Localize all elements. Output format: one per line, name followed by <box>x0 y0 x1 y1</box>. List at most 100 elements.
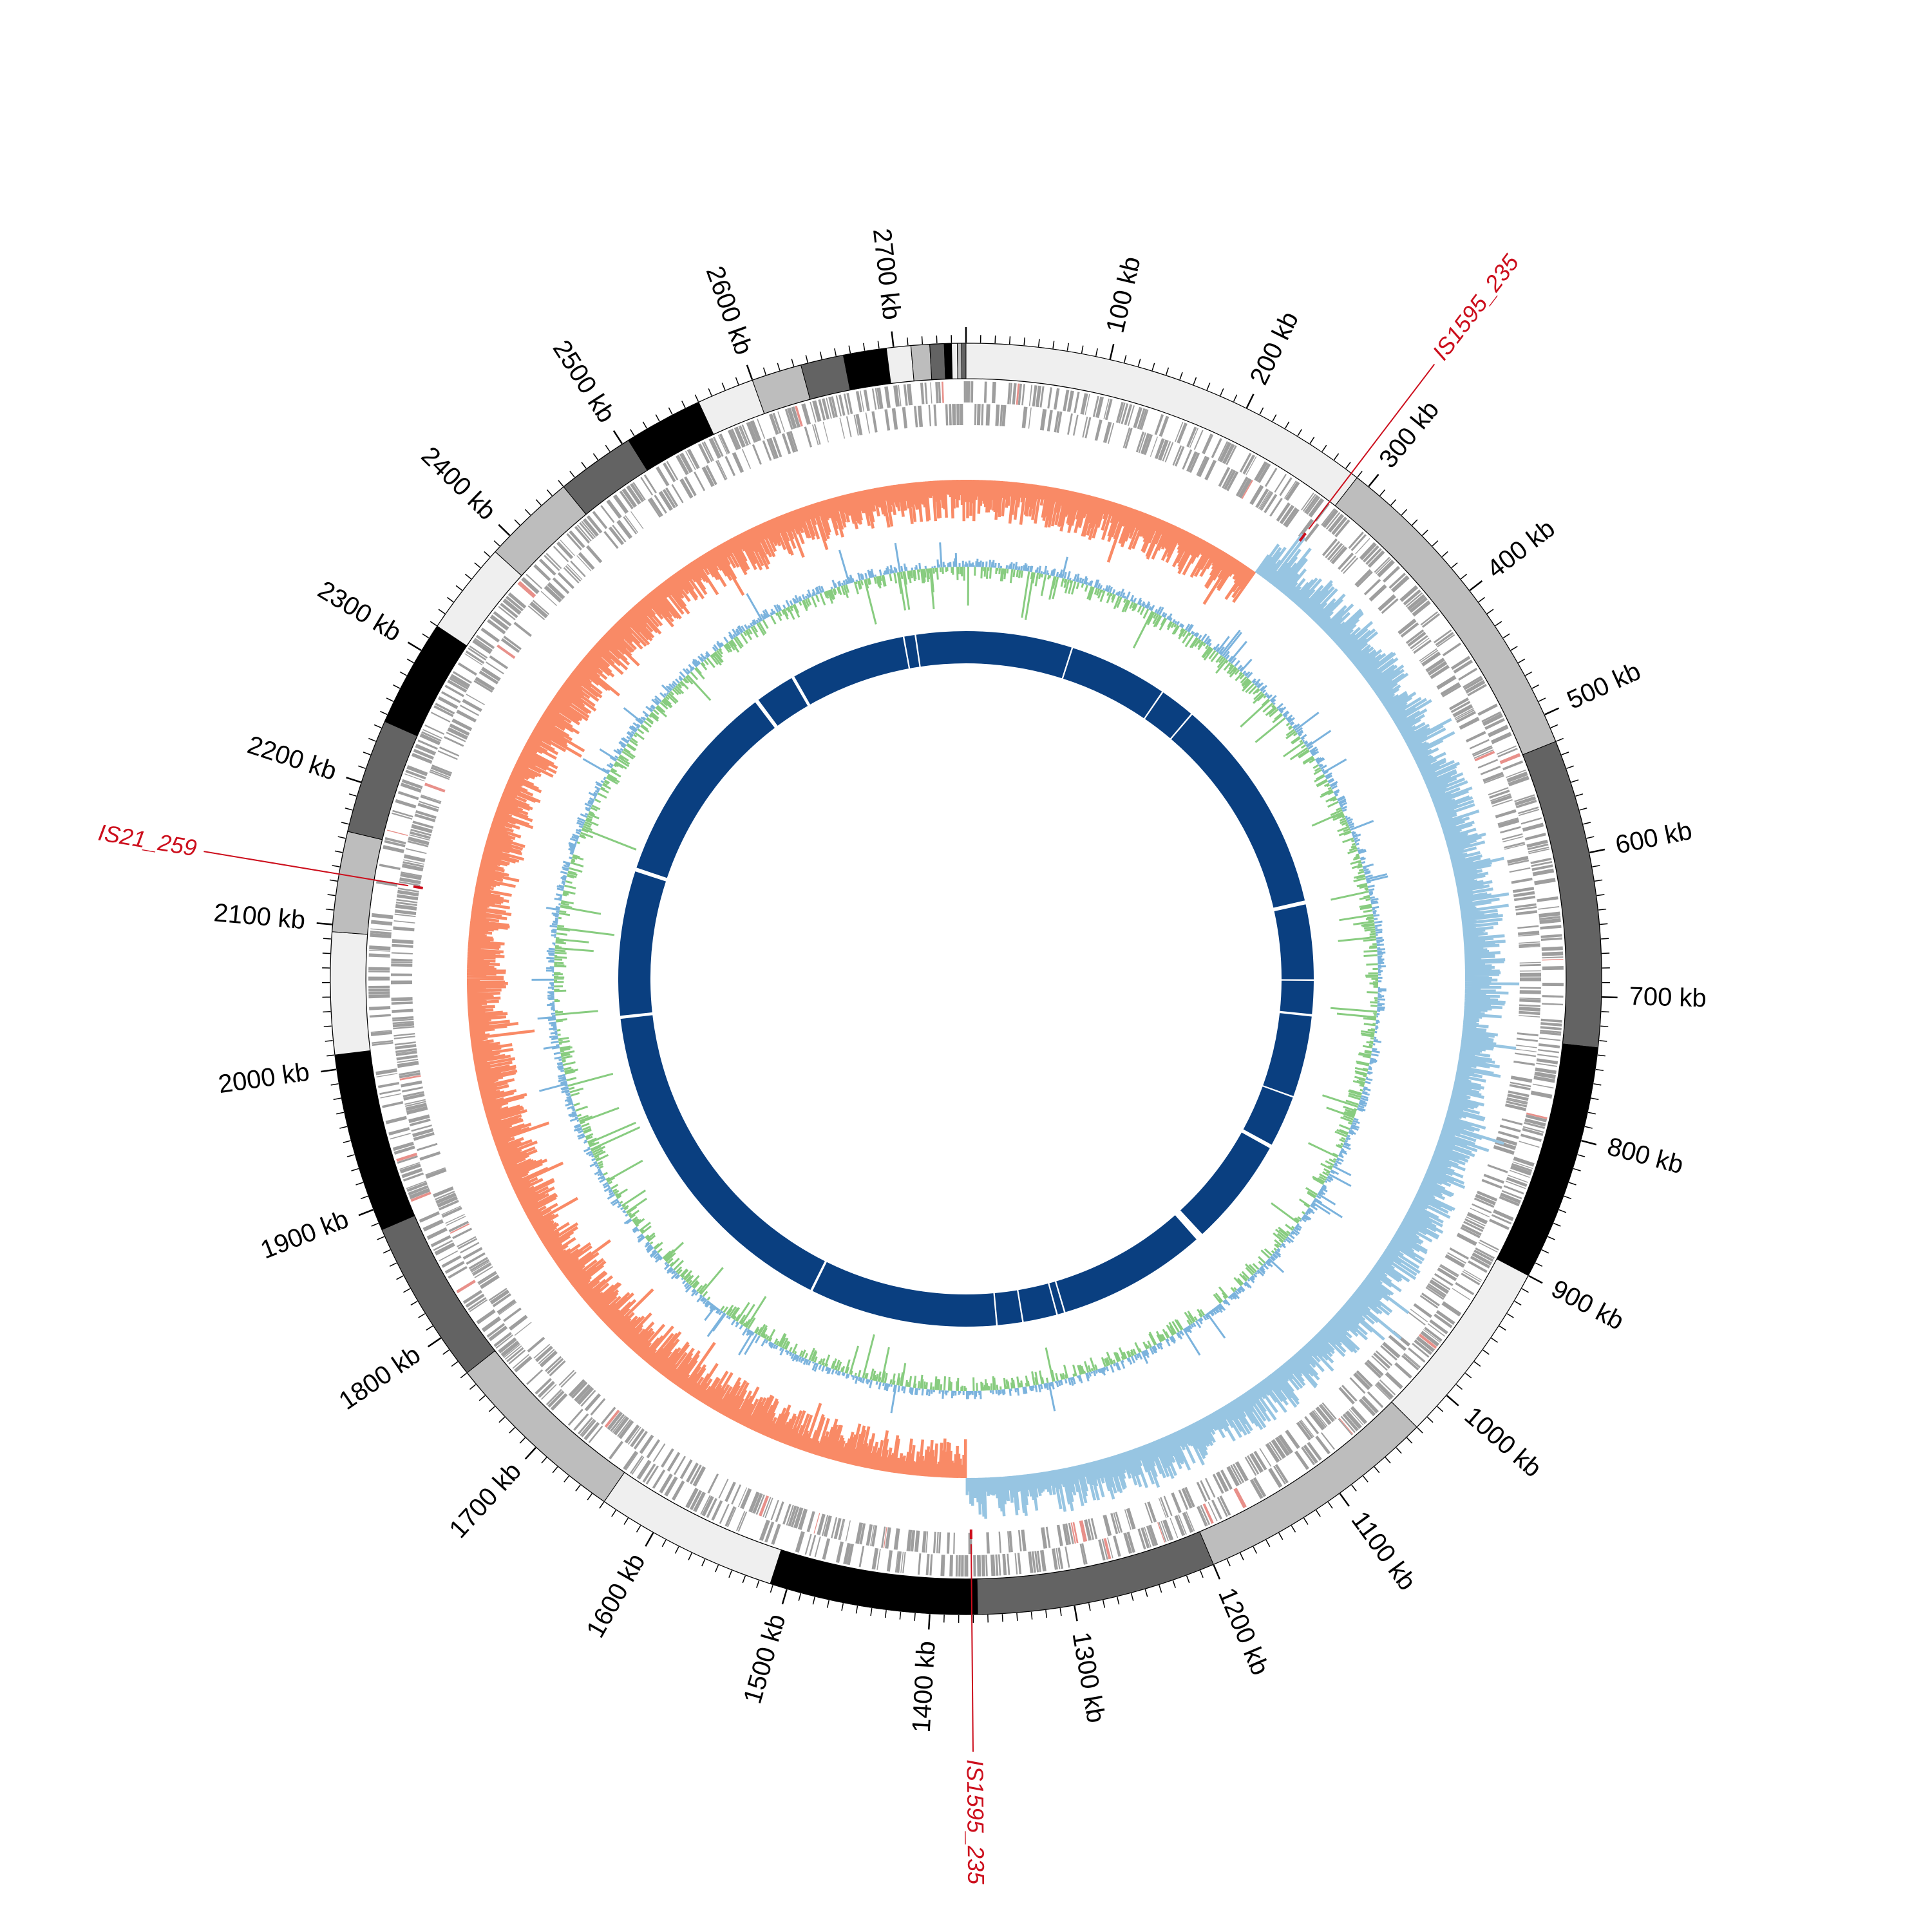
gene-feature <box>568 1379 586 1397</box>
is-leader-line <box>1308 363 1435 530</box>
minor-tick <box>1265 1539 1271 1548</box>
minor-tick <box>1333 453 1340 460</box>
gene-feature <box>1520 817 1542 825</box>
gene-feature <box>772 436 782 458</box>
gene-feature <box>940 1555 945 1577</box>
gene-feature <box>473 679 493 693</box>
gene-feature <box>1264 494 1278 513</box>
gene-feature <box>1200 1504 1211 1526</box>
gene-feature <box>1084 393 1090 415</box>
minor-tick <box>1455 1384 1463 1390</box>
gene-feature <box>493 611 512 627</box>
gene-feature <box>1540 937 1562 942</box>
tick-label: 700 kb <box>1629 982 1707 1012</box>
gene-feature <box>552 577 570 594</box>
gene-feature <box>732 451 744 473</box>
minor-tick <box>1568 1182 1577 1186</box>
gene-feature <box>1162 1519 1174 1541</box>
major-tick <box>1368 473 1379 487</box>
gene-feature <box>1533 1075 1555 1083</box>
gene-feature <box>401 1168 423 1179</box>
gene-feature <box>395 1051 417 1057</box>
gene-feature <box>693 1492 706 1513</box>
gene-feature <box>1249 484 1264 506</box>
gene-feature <box>1338 1418 1353 1435</box>
gene-feature <box>1505 1180 1526 1189</box>
gene-feature <box>705 465 717 486</box>
homology-block <box>620 1015 825 1290</box>
gene-feature <box>472 639 492 654</box>
minor-tick <box>1291 1525 1296 1533</box>
tick-label: 2300 kb <box>313 576 406 647</box>
gene-feature <box>719 1504 730 1524</box>
contig-segment <box>332 831 383 935</box>
minor-tick <box>464 573 472 580</box>
minor-tick <box>1464 1372 1472 1379</box>
homology-block <box>904 634 920 668</box>
gene-feature <box>752 1493 763 1514</box>
gene-feature <box>500 602 518 618</box>
gene-feature <box>497 644 516 659</box>
gene-feature <box>1412 600 1431 617</box>
gene-feature <box>1510 1165 1532 1176</box>
gene-feature <box>1363 578 1381 596</box>
gene-feature <box>1530 1090 1553 1099</box>
gene-feature <box>1197 1506 1208 1527</box>
gene-feature <box>1301 492 1314 511</box>
gene-feature <box>1164 442 1174 462</box>
minor-tick <box>791 359 795 367</box>
gene-feature <box>885 1527 891 1549</box>
gene-feature <box>1427 1323 1446 1337</box>
gene-feature <box>692 1466 706 1487</box>
gene-feature <box>1054 411 1060 433</box>
minor-tick <box>936 336 938 344</box>
gene-feature <box>1070 1522 1076 1544</box>
gene-feature <box>1028 1551 1034 1573</box>
gene-feature <box>649 497 663 517</box>
gene-feature <box>1473 1249 1494 1262</box>
gene-feature <box>973 1555 976 1577</box>
gene-feature <box>471 1260 490 1273</box>
gene-feature <box>1540 1018 1562 1023</box>
gene-feature <box>1495 1136 1518 1146</box>
gene-feature <box>1186 426 1197 448</box>
gene-feature <box>1405 592 1423 607</box>
gene-feature <box>400 873 422 880</box>
minor-tick <box>636 1525 641 1533</box>
minor-tick <box>1566 765 1574 770</box>
gene-feature <box>1009 383 1012 404</box>
gene-feature <box>833 1517 842 1540</box>
gene-feature <box>1482 772 1504 782</box>
minor-tick <box>661 1539 667 1548</box>
gene-feature <box>935 382 939 404</box>
gene-feature <box>540 1384 557 1400</box>
gene-feature <box>451 718 473 732</box>
minor-tick <box>1561 752 1569 755</box>
minor-tick <box>1441 551 1448 558</box>
gene-feature <box>397 791 419 800</box>
minor-tick <box>1240 1553 1244 1560</box>
gene-feature <box>717 435 728 455</box>
gene-feature <box>1519 963 1541 967</box>
gene-feature <box>976 404 981 426</box>
gene-feature <box>384 837 406 845</box>
gene-feature <box>679 452 694 473</box>
gene-feature <box>368 985 390 989</box>
gene-feature <box>1239 453 1252 473</box>
gene-feature <box>886 1550 893 1572</box>
gene-feature <box>961 1555 964 1577</box>
gene-feature <box>741 424 752 445</box>
gene-feature <box>1321 1402 1337 1420</box>
gene-feature <box>1268 1468 1283 1488</box>
minor-tick <box>396 1275 404 1280</box>
gene-feature <box>1487 1164 1508 1173</box>
minor-tick <box>337 836 346 839</box>
gene-feature <box>1367 1391 1384 1408</box>
gene-feature <box>1200 1480 1211 1501</box>
minor-tick <box>1284 421 1290 429</box>
gene-feature <box>1408 1347 1426 1363</box>
tick-label: 600 kb <box>1613 817 1694 860</box>
gene-feature <box>1504 842 1525 849</box>
minor-tick <box>826 1600 829 1608</box>
gene-feature <box>1526 1112 1548 1119</box>
